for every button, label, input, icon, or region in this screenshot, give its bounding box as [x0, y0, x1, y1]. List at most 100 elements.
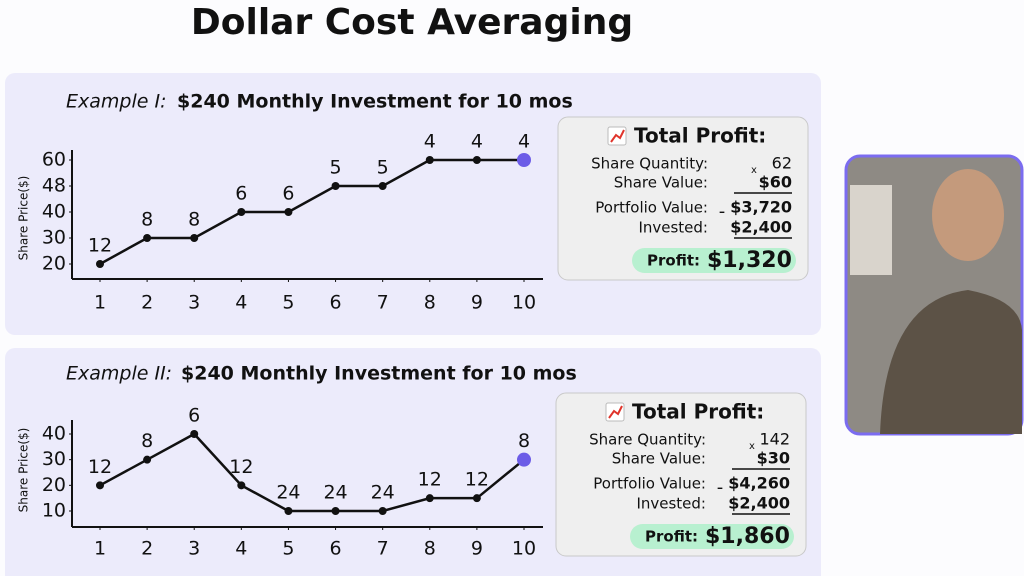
- shares-label: 6: [188, 405, 200, 427]
- row-label: Portfolio Value:: [593, 475, 706, 493]
- profit-card: [555, 392, 807, 557]
- operator: x: [751, 165, 757, 176]
- x-tick-label: 6: [330, 292, 342, 314]
- shares-label: 5: [377, 157, 389, 179]
- y-tick-label: 60: [42, 149, 66, 171]
- price-point: [96, 481, 104, 490]
- shares-label: 24: [276, 482, 300, 504]
- shares-label: 5: [330, 157, 342, 179]
- price-point: [284, 507, 293, 515]
- price-point: [425, 494, 434, 503]
- x-tick-label: 6: [330, 538, 342, 560]
- x-tick-label: 10: [512, 538, 536, 560]
- row-value: $2,400: [730, 218, 792, 237]
- shares-label: 8: [188, 209, 200, 231]
- person-head: [932, 169, 1004, 261]
- row-label: Share Value:: [612, 450, 706, 468]
- y-axis-label: Share Price($): [17, 428, 31, 513]
- y-tick-label: 10: [42, 500, 66, 522]
- row-value: 62: [772, 154, 792, 173]
- example-label: Example II:: [66, 363, 172, 385]
- example-heading: $240 Monthly Investment for 10 mos: [177, 91, 573, 113]
- x-tick-label: 3: [188, 292, 200, 314]
- y-tick-label: 30: [42, 448, 66, 470]
- price-point: [472, 494, 481, 503]
- shares-label: 4: [471, 131, 483, 153]
- price-point: [331, 182, 340, 190]
- price-point: [472, 156, 481, 164]
- panel-heading: Total Profit:: [632, 400, 764, 424]
- row-label: Share Quantity:: [591, 155, 708, 173]
- profit-label: Profit:: [645, 528, 698, 546]
- x-tick-label: 1: [94, 292, 106, 314]
- x-tick-label: 9: [471, 538, 483, 560]
- shares-label: 24: [371, 482, 395, 504]
- x-tick-label: 2: [141, 538, 153, 560]
- profit-pill: [630, 524, 794, 549]
- page-title: Dollar Cost Averaging: [191, 2, 633, 43]
- shares-label: 12: [229, 456, 253, 478]
- panel-heading: Total Profit:: [634, 124, 766, 148]
- profit-value: $1,860: [705, 524, 790, 549]
- price-point: [190, 234, 199, 242]
- row-value: $60: [759, 173, 792, 192]
- row-value: $2,400: [728, 494, 790, 513]
- chart-icon-line: [608, 405, 623, 419]
- x-tick-label: 8: [424, 538, 436, 560]
- row-label: Invested:: [636, 495, 706, 513]
- price-point: [190, 430, 199, 438]
- shares-label: 12: [418, 469, 442, 491]
- price-line: [99, 432, 525, 513]
- y-tick-label: 40: [42, 201, 66, 223]
- shares-label: 8: [518, 430, 530, 452]
- y-axis-label: Share Price($): [17, 176, 31, 261]
- shares-label: 8: [141, 430, 153, 452]
- x-tick-label: 7: [377, 292, 389, 314]
- x-tick-label: 9: [471, 292, 483, 314]
- price-point: [237, 481, 246, 490]
- profit-panel: Total Profit: Share Quantity: 142 Share Val…: [555, 392, 807, 557]
- shares-label: 12: [88, 456, 112, 478]
- x-tick-label: 7: [377, 538, 389, 560]
- shares-label: 24: [323, 482, 347, 504]
- price-point: [331, 507, 340, 515]
- x-tick-label: 2: [141, 292, 153, 314]
- row-label: Invested:: [638, 219, 708, 237]
- shares-label: 12: [465, 469, 489, 491]
- x-tick-label: 5: [282, 292, 294, 314]
- shares-label: 4: [518, 131, 530, 153]
- shares-label: 6: [235, 183, 247, 205]
- operator: -: [719, 201, 726, 222]
- row-label: Share Value:: [614, 174, 708, 192]
- price-point: [378, 182, 387, 190]
- price-point: [378, 507, 387, 515]
- x-tick-label: 4: [235, 292, 247, 314]
- operator: x: [749, 441, 755, 452]
- y-tick-label: 30: [42, 227, 66, 249]
- shares-label: 4: [424, 131, 436, 153]
- row-value: 142: [759, 430, 790, 449]
- y-tick-label: 20: [42, 474, 66, 496]
- x-tick-label: 8: [424, 292, 436, 314]
- x-tick-label: 4: [235, 538, 247, 560]
- price-point: [237, 208, 246, 216]
- wall-frame: [850, 185, 892, 275]
- row-label: Portfolio Value:: [595, 199, 708, 217]
- price-point: [425, 156, 434, 164]
- shares-label: 8: [141, 209, 153, 231]
- operator: -: [717, 477, 724, 498]
- example-label: Example I:: [66, 91, 166, 113]
- shares-label: 6: [282, 183, 294, 205]
- price-point: [96, 260, 104, 268]
- x-tick-label: 10: [512, 292, 536, 314]
- profit-value: $1,320: [707, 248, 792, 273]
- x-tick-label: 1: [94, 538, 106, 560]
- webcam: [844, 154, 1024, 436]
- profit-pill: [632, 248, 796, 273]
- price-point: [517, 153, 531, 167]
- person-body: [880, 290, 1022, 434]
- price-point: [517, 452, 531, 467]
- row-value: $30: [757, 449, 790, 468]
- profit-panel: Total Profit: Share Quantity: 62 Share Valu…: [557, 116, 809, 281]
- price-line: [99, 158, 524, 266]
